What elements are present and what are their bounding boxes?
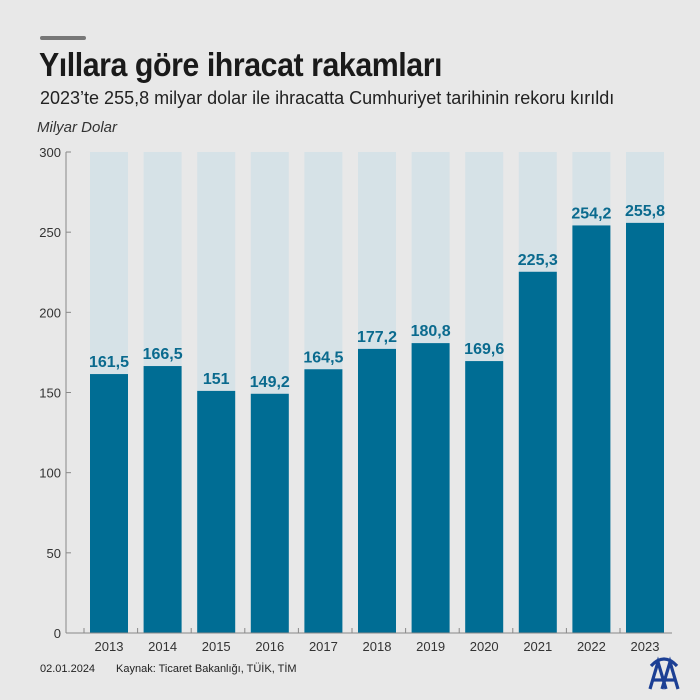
bar-2022 <box>572 225 611 633</box>
y-axis-unit-label: Milyar Dolar <box>37 119 118 136</box>
data-label-2018: 177,2 <box>357 329 397 346</box>
y-tick-label: 100 <box>39 466 61 481</box>
data-label-2021: 225,3 <box>518 252 558 269</box>
y-tick-label: 300 <box>39 145 61 160</box>
x-tick-label: 2016 <box>255 639 284 654</box>
bar-2017 <box>304 369 343 633</box>
bar-2016 <box>250 393 289 633</box>
x-tick-label: 2022 <box>577 639 606 654</box>
x-tick-label: 2020 <box>470 639 499 654</box>
data-label-2016: 149,2 <box>250 374 290 391</box>
bar-2020 <box>465 361 504 633</box>
bar-2019 <box>411 343 450 633</box>
x-tick-label: 2015 <box>202 639 231 654</box>
chart-subtitle: 2023’te 255,8 milyar dolar ile ihracatta… <box>40 88 615 108</box>
bar-2013 <box>90 374 128 633</box>
y-tick-label: 0 <box>54 626 61 641</box>
chart-title: Yıllara göre ihracat rakamları <box>39 46 443 83</box>
data-label-2022: 254,2 <box>571 205 611 222</box>
data-label-2019: 180,8 <box>411 323 451 340</box>
bar-2014 <box>143 366 182 633</box>
bar-2023 <box>626 222 664 633</box>
x-tick-label: 2018 <box>363 639 392 654</box>
x-tick-label: 2021 <box>523 639 552 654</box>
date-label: 02.01.2024 <box>40 663 96 675</box>
data-label-2017: 164,5 <box>303 349 343 366</box>
data-label-2023: 255,8 <box>625 203 665 220</box>
y-tick-label: 150 <box>39 386 61 401</box>
source-label: Kaynak: Ticaret Bakanlığı, TÜİK, TİM <box>116 663 297 675</box>
data-label-2013: 161,5 <box>89 354 129 371</box>
y-tick-label: 50 <box>47 546 61 561</box>
y-tick-label: 250 <box>39 225 61 240</box>
bar-2021 <box>518 271 557 633</box>
bar-2015 <box>197 390 236 633</box>
aa-logo-icon <box>648 656 680 690</box>
x-tick-label: 2023 <box>631 639 660 654</box>
data-label-2020: 169,6 <box>464 341 504 358</box>
y-tick-label: 200 <box>39 305 61 320</box>
title-accent-bar <box>40 36 86 40</box>
data-label-2015: 151 <box>203 371 230 388</box>
bar-2018 <box>358 348 396 633</box>
x-tick-label: 2017 <box>309 639 338 654</box>
data-label-2014: 166,5 <box>143 346 183 363</box>
x-tick-label: 2013 <box>95 639 124 654</box>
x-tick-label: 2014 <box>148 639 177 654</box>
x-tick-label: 2019 <box>416 639 445 654</box>
